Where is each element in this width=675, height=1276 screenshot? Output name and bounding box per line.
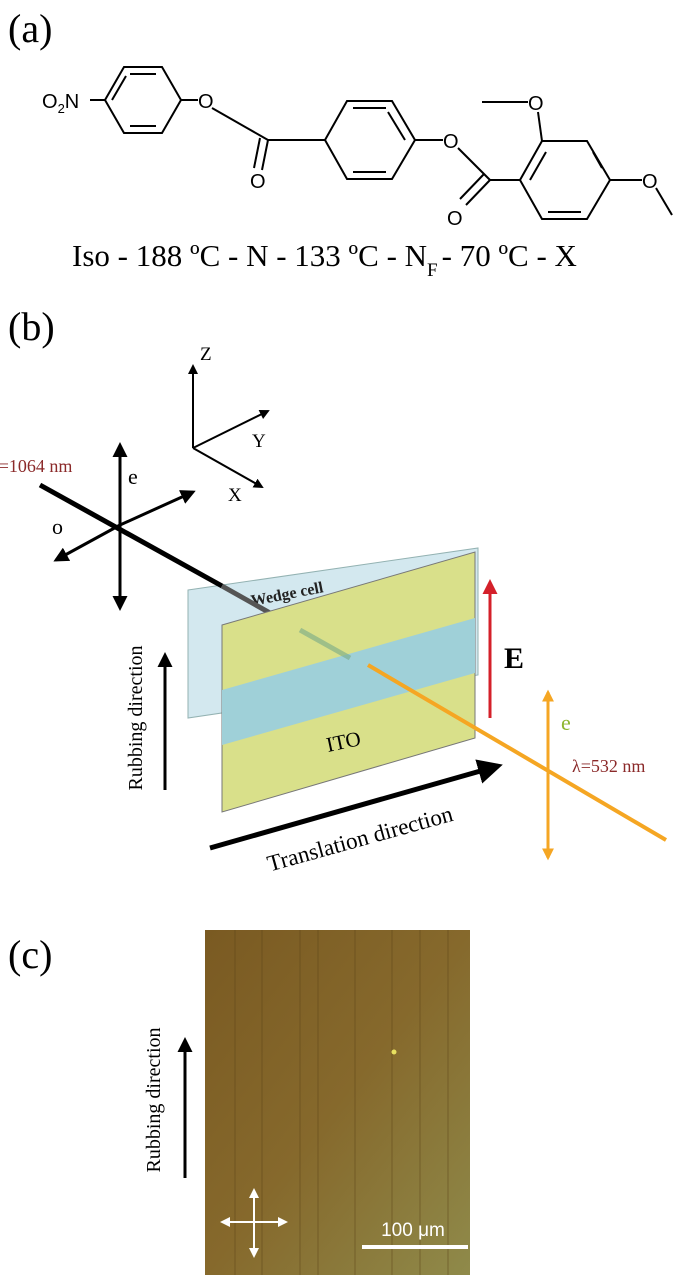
molecule <box>90 67 672 219</box>
axis-label: Y <box>252 431 266 452</box>
scale-label: 100 μm <box>381 1220 445 1241</box>
polarization-label: o <box>52 514 63 539</box>
wavelength-label: λ=532 nm <box>572 756 645 776</box>
panel-label: (a) <box>8 6 52 51</box>
oxygen: O <box>528 93 544 115</box>
bright-spot <box>392 1050 397 1055</box>
panel-label: (b) <box>8 304 55 349</box>
axis-label: Z <box>200 344 212 365</box>
oxygen: O <box>250 171 266 193</box>
nitro-group: O2N <box>42 91 79 116</box>
panel-label: (c) <box>8 932 52 977</box>
oxygen: O <box>198 91 214 113</box>
rubbing-label: Rubbing direction <box>143 1028 165 1173</box>
oxygen: O <box>443 131 459 153</box>
pump-beam <box>40 485 222 586</box>
polarization-label: e <box>561 710 571 735</box>
wavelength-label: λ=1064 nm <box>0 456 72 476</box>
rubbing-label: Rubbing direction <box>125 646 147 791</box>
translation-label: Translation direction <box>264 801 456 876</box>
figure: (a) O2N O O O O O O Iso - 188 ºC - N - 1… <box>0 0 675 1276</box>
field-label: E <box>504 642 524 675</box>
phase-sequence: Iso - 188 ºC - N - 133 ºC - NF- 70 ºC - … <box>72 238 577 281</box>
oxygen: O <box>642 171 658 193</box>
atom-labels: O2N O O O O O O <box>42 91 658 230</box>
axis-labels: Z Y X <box>200 344 266 506</box>
polarization-label: e <box>128 464 138 489</box>
oxygen: O <box>447 208 463 230</box>
axis-label: X <box>228 485 242 506</box>
pump-polarization <box>56 445 193 608</box>
coordinate-axes <box>193 366 268 487</box>
